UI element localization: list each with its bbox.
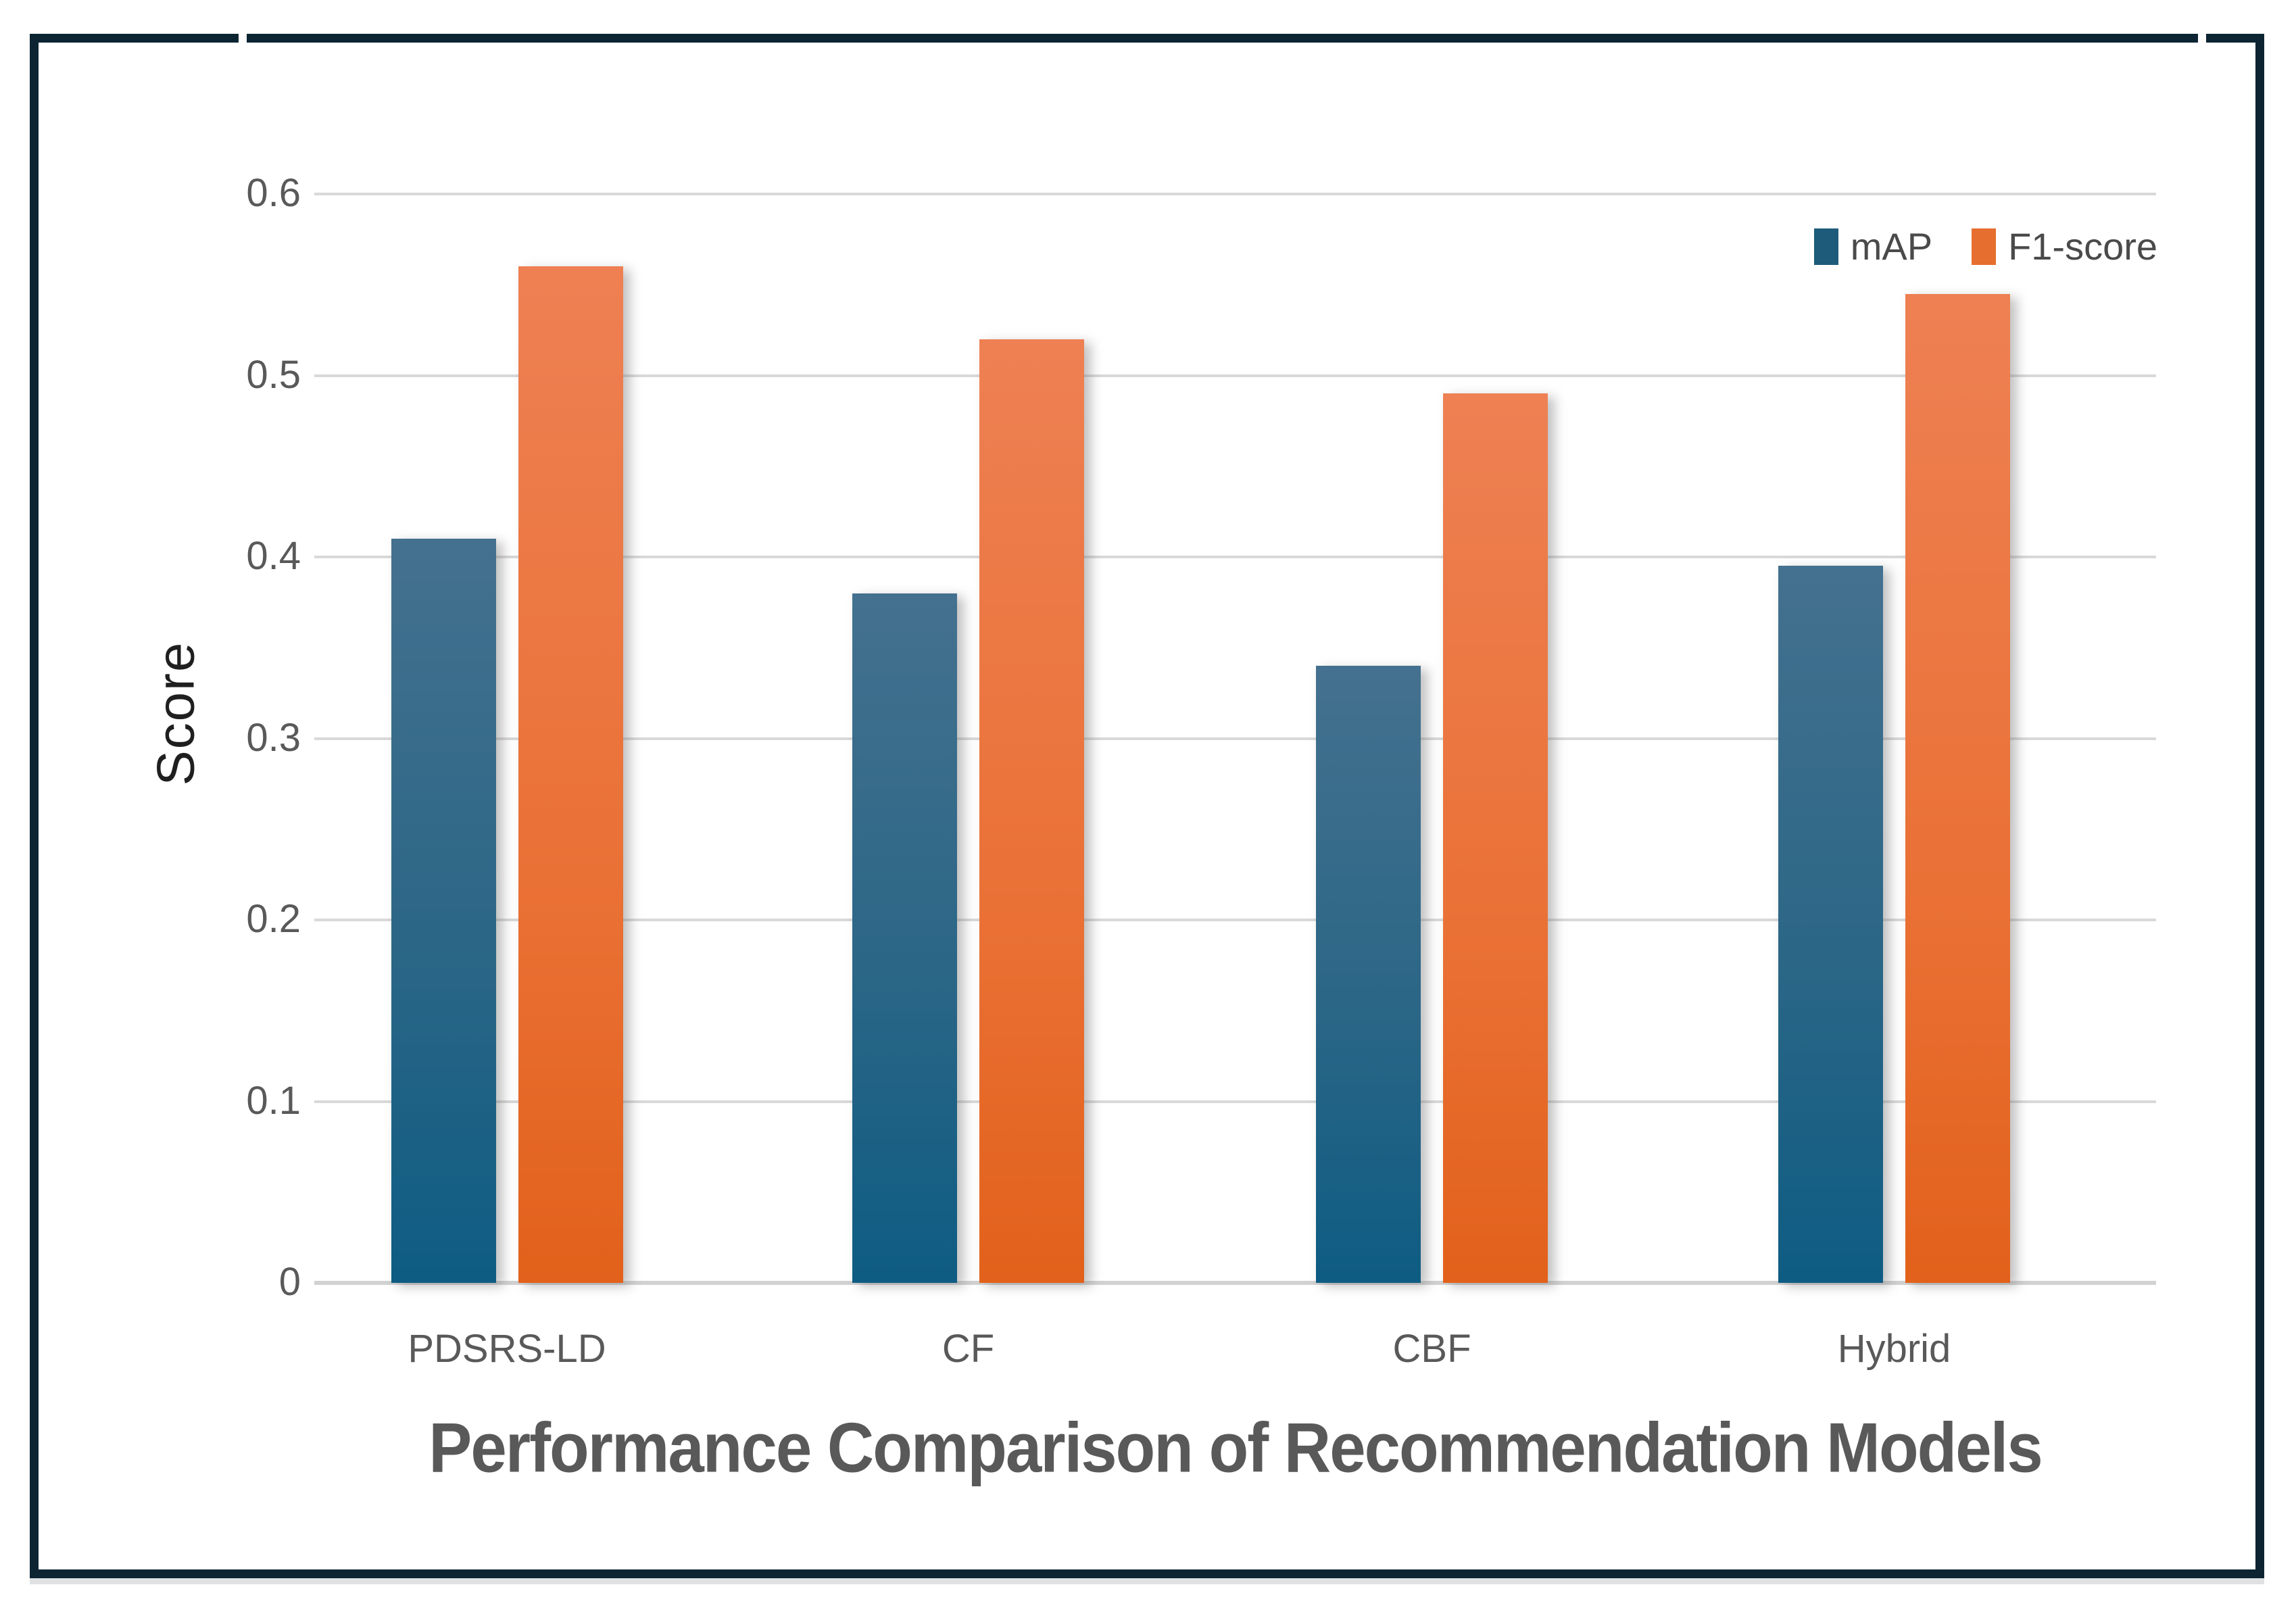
legend-item-F1-score: F1-score [1972, 224, 2157, 268]
legend-swatch-F1-score [1972, 228, 1997, 265]
frame-border-gap-right [2198, 32, 2206, 45]
slide-frame-border [30, 34, 2264, 1578]
bar-mAP-CBF [1316, 666, 1421, 1283]
y-tick-label-0.1: 0.1 [246, 1078, 301, 1123]
y-tick-label-0.2: 0.2 [246, 897, 301, 942]
gridline-0.4 [314, 556, 2156, 558]
bar-mAP-CF [852, 593, 957, 1283]
bar-F1-score-CF [979, 339, 1084, 1283]
bar-F1-score-CBF [1443, 393, 1548, 1283]
y-tick-label-0: 0 [278, 1260, 301, 1304]
chart-title: Performance Comparison of Recommendation… [429, 1409, 2043, 1488]
legend-label-F1-score: F1-score [2008, 225, 2157, 268]
legend: mAP F1-score [1813, 224, 2157, 268]
gridline-0.1 [314, 1100, 2156, 1103]
x-category-label-CF: CF [942, 1327, 995, 1371]
bar-F1-score-Hybrid [1905, 293, 2010, 1283]
frame-border-gap-left [239, 32, 247, 45]
y-tick-label-0.3: 0.3 [246, 715, 301, 760]
legend-label-mAP: mAP [1850, 225, 1933, 268]
y-axis-title: Score [145, 641, 205, 786]
bar-mAP-PDSRS-LD [391, 539, 496, 1283]
gridline-0.5 [314, 374, 2156, 377]
legend-swatch-mAP [1813, 228, 1838, 265]
gridline-0.2 [314, 919, 2156, 921]
gridline-0.6 [314, 193, 2156, 195]
x-category-label-PDSRS-LD: PDSRS-LD [408, 1327, 606, 1371]
y-tick-label-0.5: 0.5 [246, 352, 301, 397]
y-tick-label-0.6: 0.6 [246, 171, 301, 216]
gridline-0.3 [314, 737, 2156, 740]
x-category-label-CBF: CBF [1392, 1327, 1471, 1371]
bar-mAP-Hybrid [1778, 566, 1883, 1283]
y-tick-label-0.4: 0.4 [246, 534, 301, 579]
legend-item-mAP: mAP [1813, 224, 1933, 268]
x-category-label-Hybrid: Hybrid [1837, 1327, 1951, 1371]
gridline-0 [314, 1281, 2156, 1285]
bar-F1-score-PDSRS-LD [518, 266, 623, 1283]
